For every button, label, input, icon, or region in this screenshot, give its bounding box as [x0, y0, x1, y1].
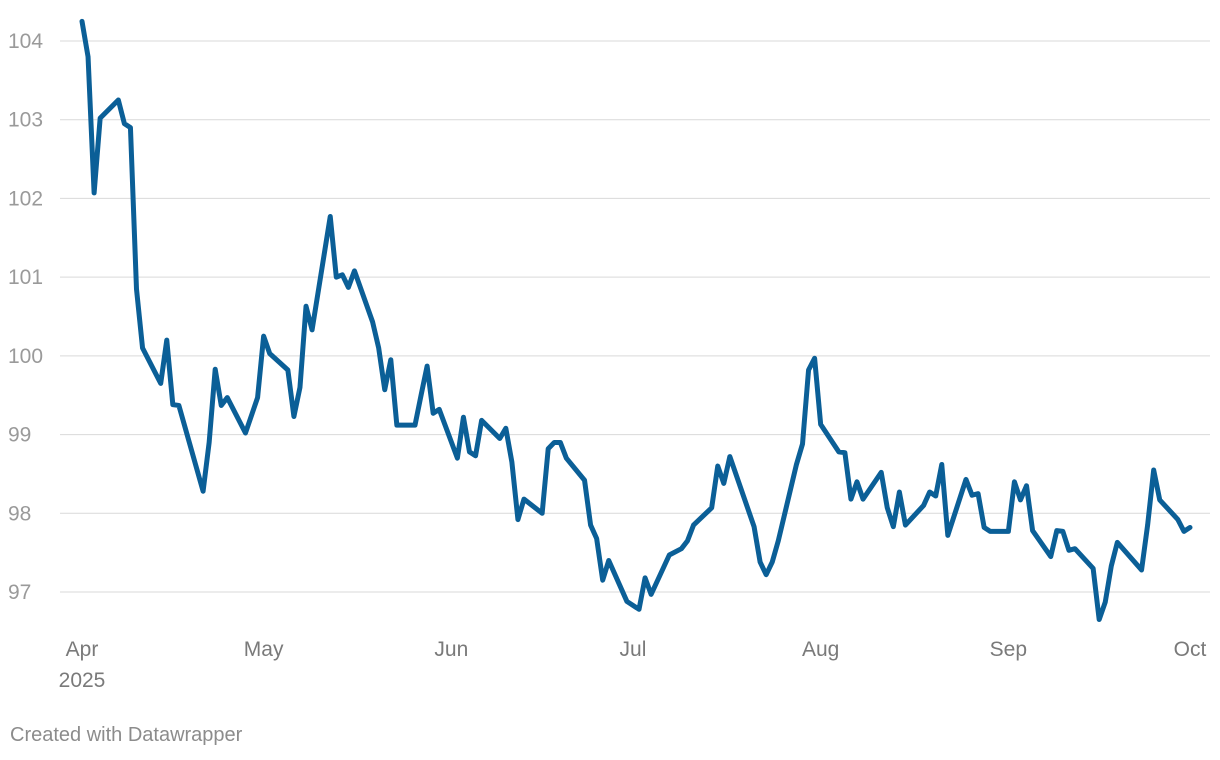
footer-credit: Created with Datawrapper — [10, 724, 243, 746]
x-tick-label: May — [244, 638, 284, 661]
x-tick-label: Aug — [802, 638, 839, 661]
x-tick-label: Jul — [620, 638, 647, 661]
x-tick-label: Oct — [1174, 638, 1207, 661]
y-tick-label: 101 — [8, 266, 43, 289]
y-axis-tick-labels: 97 98 99 100 101 102 103 104 — [8, 30, 43, 604]
y-tick-label: 97 — [8, 581, 31, 604]
y-tick-label: 99 — [8, 424, 31, 447]
x-tick-label: Jun — [434, 638, 468, 661]
x-axis-tick-labels: Apr 2025 May Jun Jul Aug Sep Oct — [59, 638, 1207, 692]
x-tick-label: Apr — [66, 638, 99, 661]
x-tick-label: Sep — [990, 638, 1027, 661]
gridlines — [60, 40, 1210, 593]
x-tick-year-label: 2025 — [59, 669, 106, 692]
y-tick-label: 102 — [8, 187, 43, 210]
line-chart: 97 98 99 100 101 102 103 104 Apr 2025 May Jun Jul Au… — [8, 18, 1210, 692]
series-line — [79, 18, 1193, 623]
y-tick-label: 100 — [8, 345, 43, 368]
series-lines — [79, 18, 1193, 623]
y-tick-label: 103 — [8, 109, 43, 132]
y-tick-label: 104 — [8, 30, 43, 53]
y-tick-label: 98 — [8, 502, 31, 525]
